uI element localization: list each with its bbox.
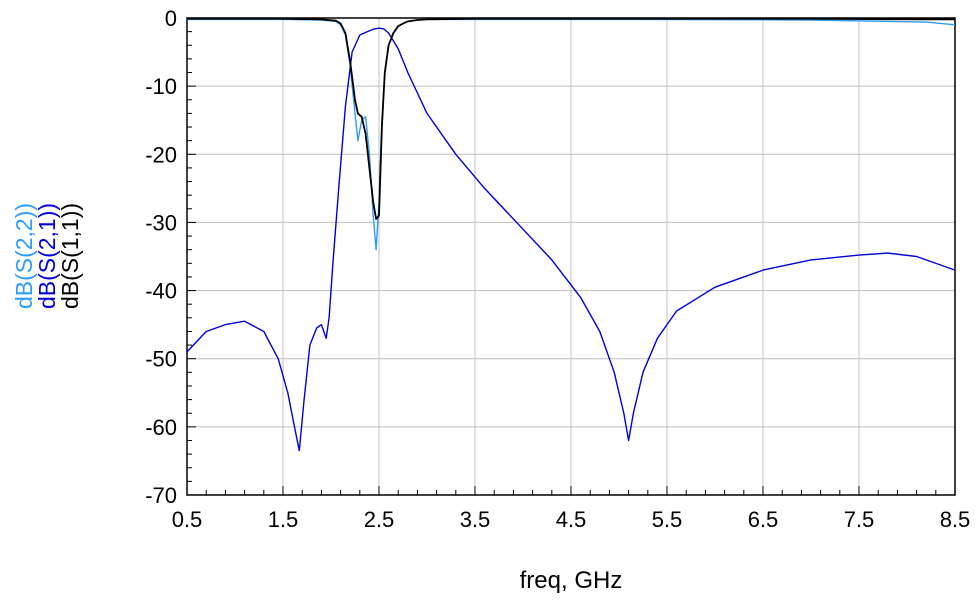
y-tick-label: -30 [145,210,177,235]
x-tick-label: 2.5 [364,507,395,532]
x-tick-label: 8.5 [940,507,971,532]
y-tick-labels: 0 -10 -20 -30 -40 -50 -60 -70 [145,6,177,508]
x-tick-label: 6.5 [748,507,779,532]
x-tick-label: 7.5 [844,507,875,532]
x-tick-label: 1.5 [268,507,299,532]
series-line-2 [186,27,956,452]
y-tick-label: 0 [165,6,177,31]
y-tick-label: -40 [145,279,177,304]
x-axis-label: freq, GHz [520,567,623,594]
y-tick-label: -10 [145,74,177,99]
x-tick-label: 4.5 [556,507,587,532]
x-tick-label: 0.5 [172,507,203,532]
series-lines [186,17,956,452]
legend-entry-1: dB(S(2,2)) [11,203,37,309]
y-tick-label: -50 [145,347,177,372]
y-tick-label: -20 [145,142,177,167]
series-line-3 [187,17,955,220]
x-tick-label: 5.5 [652,507,683,532]
legend-entry-2: dB(S(2,1)) [34,203,60,309]
x-tick-label: 3.5 [460,507,491,532]
y-tick-label: -70 [145,483,177,508]
legend-entry-3: dB(S(1,1)) [57,203,83,309]
legend: dB(S(2,2))dB(S(2,1))dB(S(1,1)) [11,203,83,309]
y-tick-label: -60 [145,415,177,440]
x-tick-labels: 0.5 1.5 2.5 3.5 4.5 5.5 6.5 7.5 8.5 [172,507,971,532]
